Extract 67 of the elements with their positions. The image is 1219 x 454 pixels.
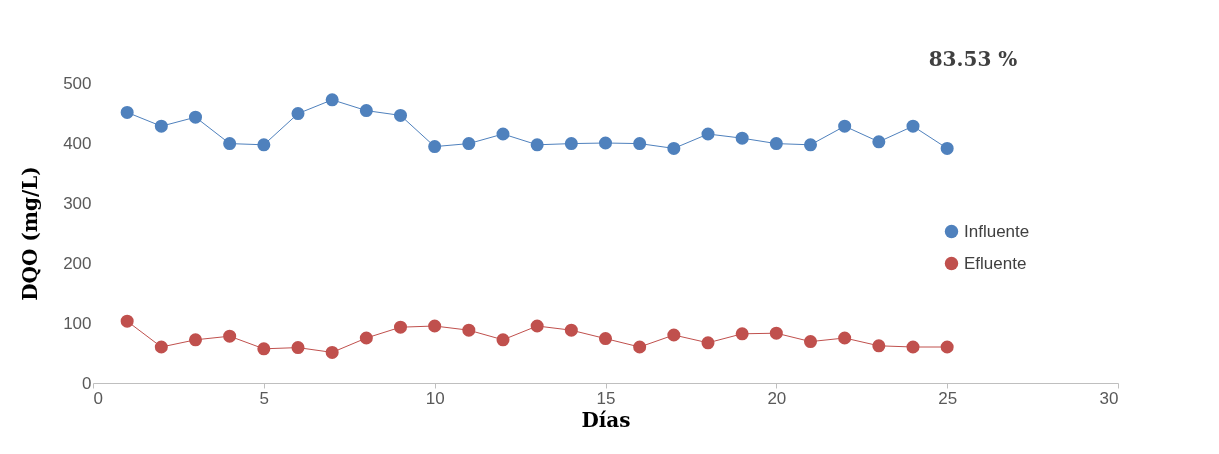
y-tick-label: 500 [63,73,92,93]
point [223,137,237,151]
point [872,339,886,353]
point [188,333,203,347]
point [530,138,544,152]
point [633,137,647,151]
point [462,137,476,151]
y-axis-title: DQO (mg/L) [18,166,43,301]
point [428,140,442,154]
point [120,105,134,119]
x-tick-label: 10 [425,388,445,408]
point [701,336,715,350]
y-tick-label: 100 [63,313,92,333]
x-tick-label: 15 [596,388,616,408]
point [359,331,373,345]
point [769,137,783,151]
point [872,135,886,149]
point [393,108,408,122]
point [838,331,852,345]
point [223,329,237,343]
point [393,320,408,334]
point [598,136,613,150]
point [462,323,476,337]
point [906,340,920,354]
legend-label: Efluente [964,253,1027,273]
point [530,319,544,333]
point [735,327,749,341]
x-tick-label: 30 [1099,388,1119,408]
point [735,131,749,145]
point [154,340,168,354]
text: 83.53 % [928,47,1018,71]
point [564,137,578,151]
point [257,342,271,356]
point [325,93,339,107]
point [769,326,783,340]
point [667,141,681,155]
point [257,138,271,152]
point [667,328,681,342]
point [633,340,647,354]
point [906,119,920,133]
point [291,107,305,121]
point [701,127,715,141]
point [154,119,168,133]
y-tick-label: 0 [82,373,92,393]
legend-label: Influente [964,221,1030,241]
point [940,340,954,354]
y-tick-label: 300 [63,193,92,213]
point [325,345,339,359]
point [291,341,305,355]
x-tick-label: 5 [259,388,270,408]
point [564,323,578,337]
point [496,127,510,141]
point [598,332,613,346]
x-axis-title: Días [581,407,631,432]
point [803,138,818,152]
point [940,141,954,155]
y-tick-label: 400 [63,133,92,153]
point [496,333,510,347]
point [120,314,134,328]
x-tick-label: 25 [938,388,958,408]
y-tick-label: 200 [63,253,92,273]
point [188,110,203,124]
point [428,319,442,333]
point [838,119,852,133]
point [359,104,373,118]
x-tick-label: 20 [767,388,787,408]
point [803,335,818,349]
